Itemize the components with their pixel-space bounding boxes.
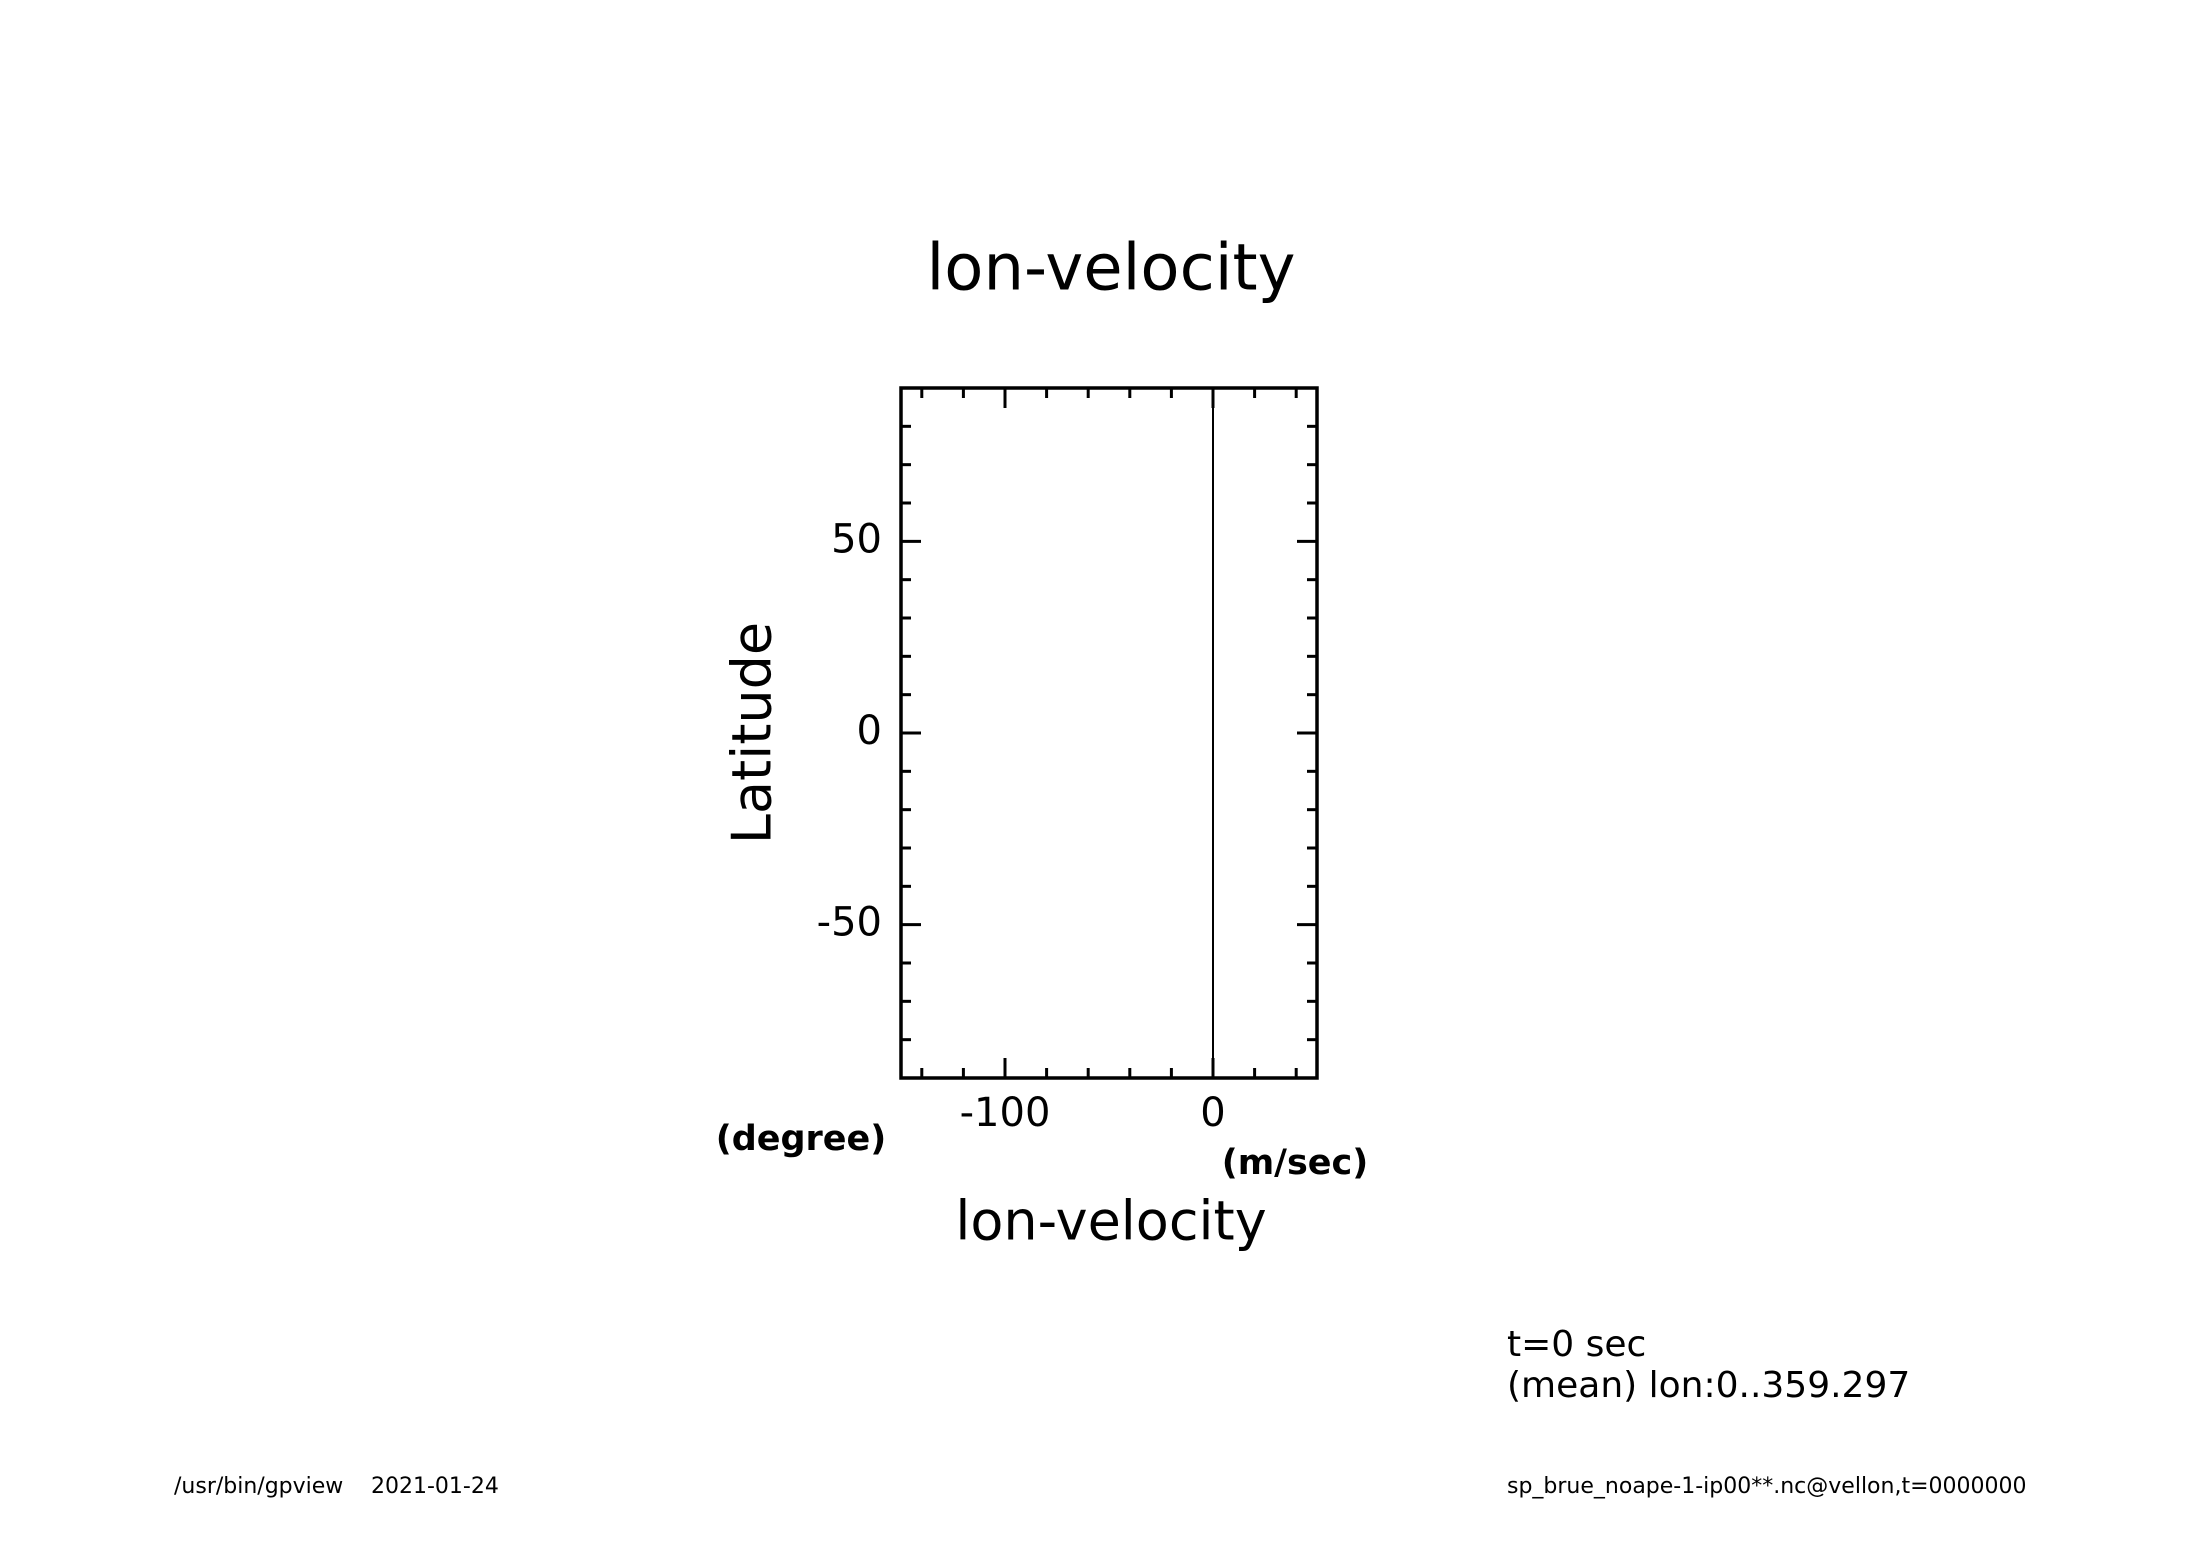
y-tick-label: 50 [831,516,882,562]
x-tick-label: -100 [960,1090,1051,1136]
plot-frame [899,386,1319,1080]
chart-title: lon-velocity [927,232,1296,306]
annotation: (mean) lon:0..359.297 [1507,1365,1910,1406]
x-axis-label: lon-velocity [955,1190,1266,1253]
footer-text: sp_brue_noape-1-ip00**.nc@vellon,t=00000… [1507,1474,2027,1499]
y-tick-label: -50 [817,900,882,946]
footer-text: 2021-01-24 [371,1474,499,1499]
y-tick-label: 0 [857,708,882,754]
annotation: t=0 sec [1507,1324,1646,1365]
y-axis-label: Latitude [721,622,784,844]
x-axis-unit: (m/sec) [1222,1143,1369,1183]
y-axis-unit: (degree) [716,1119,887,1159]
x-tick-label: 0 [1200,1090,1225,1136]
footer-text: /usr/bin/gpview [174,1474,343,1499]
